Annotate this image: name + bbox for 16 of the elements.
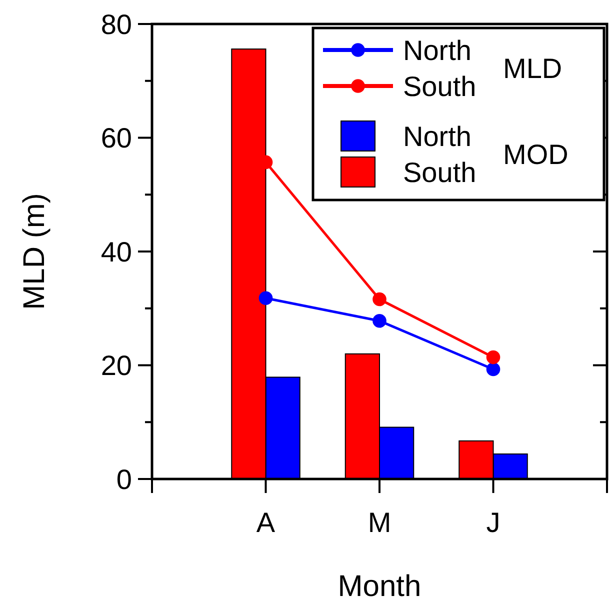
y-tick-label: 80 xyxy=(100,8,132,40)
y-tick-label: 60 xyxy=(100,122,132,154)
legend-label: South xyxy=(403,70,476,102)
y-axis-title: MLD (m) xyxy=(18,193,51,310)
annotation: MLD xyxy=(503,52,562,84)
x-tick-label: J xyxy=(486,507,500,538)
y-tick-label: 20 xyxy=(100,350,132,382)
x-tick-label: A xyxy=(256,507,276,538)
x-tick-label: M xyxy=(368,507,392,538)
legend-label: South xyxy=(403,156,476,188)
legend-label: North xyxy=(403,34,472,66)
legend-label: North xyxy=(403,120,472,152)
y-tick-label: 40 xyxy=(100,236,132,268)
annotation: MOD xyxy=(503,138,568,170)
y-tick-label: 0 xyxy=(116,464,132,495)
x-axis-title: Month xyxy=(338,570,422,603)
